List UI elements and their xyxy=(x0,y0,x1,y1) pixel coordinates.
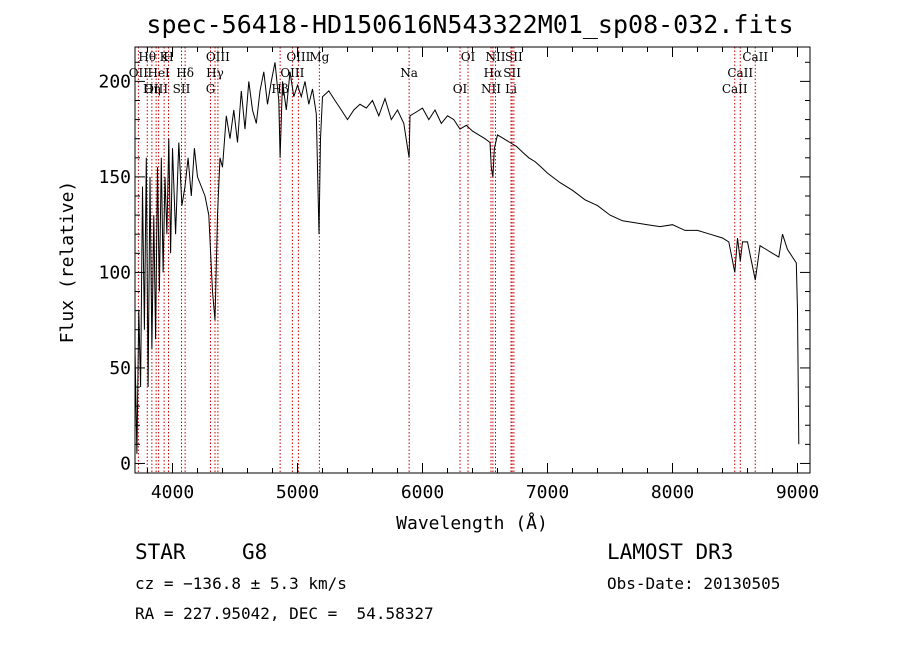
spectral-line-label: SII xyxy=(173,82,191,96)
x-tick-label: 8000 xyxy=(651,482,694,503)
object-class: STAR xyxy=(135,540,186,564)
spectral-line-markers xyxy=(137,47,756,473)
spectral-line-label: K xyxy=(160,50,170,64)
spectral-line-label: H xyxy=(163,50,173,64)
spectral-line-label: Hβ xyxy=(271,82,288,96)
spectral-line-label: OIII xyxy=(144,82,168,96)
y-tick-label: 0 xyxy=(120,453,131,474)
coordinates-text: RA = 227.95042, DEC = 54.58327 xyxy=(135,604,434,623)
spectral-line-label: Mg xyxy=(309,50,329,64)
y-axis-ticks: 0 50 100 150 200 xyxy=(98,61,810,474)
chart-title: spec-56418-HD150616N543322M01_sp08-032.f… xyxy=(146,10,793,39)
spectral-line-label: CaII xyxy=(722,82,748,96)
spectral-line-labels: Hθ OII OIII K HeI Hη HHδ SII OIII Hγ G OIII OIII Hβ Mg… xyxy=(129,50,769,96)
spectrum-series-line xyxy=(134,62,800,454)
spectral-line-label: OIII xyxy=(206,50,230,64)
spectral-line-label: Hα xyxy=(484,66,503,80)
redshift-text: cz = −136.8 ± 5.3 km/s xyxy=(135,574,347,593)
spectral-line-label: SII xyxy=(505,50,523,64)
spectral-line-label: OIII xyxy=(280,66,304,80)
x-tick-label: 9000 xyxy=(776,482,819,503)
y-tick-label: 150 xyxy=(98,167,131,188)
plot-frame xyxy=(134,46,811,474)
spectral-line-label: OI xyxy=(461,50,476,64)
spectral-line-label: NII xyxy=(486,50,506,64)
spectral-line-label: NII xyxy=(481,82,501,96)
y-tick-label: 200 xyxy=(98,71,131,92)
x-tick-label: 6000 xyxy=(401,482,444,503)
spectral-line-label: SII xyxy=(503,66,521,80)
spectral-line-label: Na xyxy=(400,66,418,80)
x-tick-label: 5000 xyxy=(276,482,319,503)
obs-date-text: Obs-Date: 20130505 xyxy=(607,574,781,593)
x-axis-ticks: 4000 5000 6000 7000 8000 9000 xyxy=(147,47,819,503)
x-axis-label: Wavelength (Å) xyxy=(396,512,548,534)
object-subclass: G8 xyxy=(242,540,268,564)
x-tick-label: 4000 xyxy=(151,482,194,503)
spectral-line-label: Hθ xyxy=(138,50,156,64)
spectral-line-label: G xyxy=(206,82,216,96)
spectral-line-label: CaII xyxy=(727,66,753,80)
spectral-line-label: Li xyxy=(505,82,517,96)
spectral-line-label: CaII xyxy=(742,50,768,64)
spectral-line-label: Hη xyxy=(143,82,161,96)
spectral-line-label: Hγ xyxy=(206,66,224,80)
survey-name: LAMOST DR3 xyxy=(607,540,734,564)
y-tick-label: 100 xyxy=(98,262,131,283)
spectral-line-label: OIII xyxy=(286,50,310,64)
spectral-line-label: HeI xyxy=(147,66,170,80)
spectral-line-label: OII xyxy=(129,66,149,80)
x-tick-label: 7000 xyxy=(526,482,569,503)
y-tick-label: 50 xyxy=(109,358,131,379)
spectral-line-label: Hδ xyxy=(176,66,194,80)
y-axis-label: Flux (relative) xyxy=(57,181,78,344)
spectral-line-label: OI xyxy=(453,82,468,96)
